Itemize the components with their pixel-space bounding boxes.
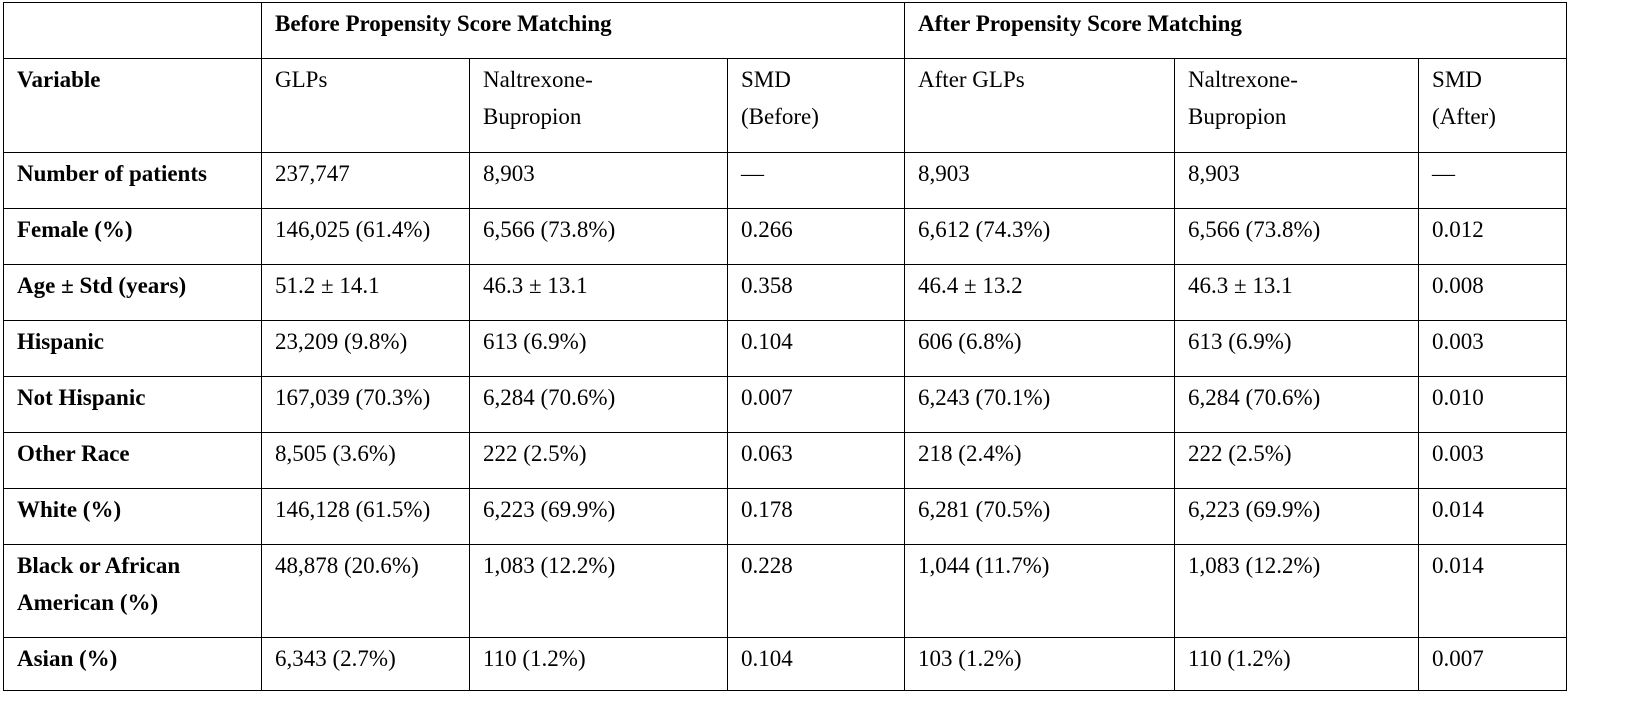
empty-corner-cell (3, 2, 262, 59)
cell-smd-before: 0.063 (726, 432, 906, 489)
cell-smd-before: 0.228 (726, 544, 906, 638)
cell-naltrexone-bupropion-before: 6,566 (73.8%) (469, 208, 728, 265)
table-row: Other Race 8,505 (3.6%) 222 (2.5%) 0.063 218… (3, 432, 1568, 489)
cell-after-glps: 46.4 ± 13.2 (904, 264, 1176, 321)
header-smd-after: SMD (After) (1418, 58, 1568, 153)
column-header-row: Variable GLPs Naltrexone- Bupropion SMD … (3, 58, 1568, 153)
cell-variable: Age ± Std (years) (3, 264, 262, 321)
cell-glps: 48,878 (20.6%) (261, 544, 470, 638)
cell-naltrexone-bupropion-before: 110 (1.2%) (469, 637, 728, 691)
cell-naltrexone-bupropion-after: 46.3 ± 13.1 (1174, 264, 1420, 321)
cell-smd-after: 0.007 (1418, 637, 1568, 691)
cell-naltrexone-bupropion-before: 46.3 ± 13.1 (469, 264, 728, 321)
cell-glps: 237,747 (261, 152, 470, 209)
cell-naltrexone-bupropion-before: 8,903 (469, 152, 728, 209)
cell-smd-before: 0.007 (726, 376, 906, 433)
group-header-row: Before Propensity Score Matching After P… (3, 2, 1568, 59)
cell-smd-after: 0.010 (1418, 376, 1568, 433)
cell-variable: Asian (%) (3, 637, 262, 691)
cell-naltrexone-bupropion-after: 1,083 (12.2%) (1174, 544, 1420, 638)
cell-after-glps: 6,281 (70.5%) (904, 488, 1176, 545)
cell-after-glps: 1,044 (11.7%) (904, 544, 1176, 638)
table-row: Hispanic 23,209 (9.8%) 613 (6.9%) 0.104 606 … (3, 320, 1568, 377)
cell-smd-before: — (726, 152, 906, 209)
cell-variable: Number of patients (3, 152, 262, 209)
cell-after-glps: 606 (6.8%) (904, 320, 1176, 377)
table-row: Asian (%) 6,343 (2.7%) 110 (1.2%) 0.104 103 … (3, 637, 1568, 691)
cell-after-glps: 6,612 (74.3%) (904, 208, 1176, 265)
cell-glps: 146,025 (61.4%) (261, 208, 470, 265)
table-row: Number of patients 237,747 8,903—8,903 8,90… (3, 152, 1568, 209)
cell-naltrexone-bupropion-after: 110 (1.2%) (1174, 637, 1420, 691)
header-glps: GLPs (261, 58, 470, 153)
baseline-characteristics-table: Before Propensity Score Matching After P… (3, 2, 1568, 691)
header-smd-before: SMD (Before) (726, 58, 906, 153)
cell-after-glps: 218 (2.4%) (904, 432, 1176, 489)
cell-naltrexone-bupropion-before: 1,083 (12.2%) (469, 544, 728, 638)
cell-after-glps: 103 (1.2%) (904, 637, 1176, 691)
cell-smd-after: 0.008 (1418, 264, 1568, 321)
table-row: Black or African American (%) 48,878 (20.… (3, 544, 1568, 638)
table-row: Female (%) 146,025 (61.4%) 6,566 (73.8%) 0.… (3, 208, 1568, 265)
cell-smd-after: — (1418, 152, 1568, 209)
cell-smd-before: 0.178 (726, 488, 906, 545)
after-matching-group-header: After Propensity Score Matching (904, 2, 1568, 59)
cell-glps: 167,039 (70.3%) (261, 376, 470, 433)
cell-smd-after: 0.014 (1418, 488, 1568, 545)
cell-smd-before: 0.358 (726, 264, 906, 321)
cell-naltrexone-bupropion-after: 6,223 (69.9%) (1174, 488, 1420, 545)
table-row: Age ± Std (years) 51.2 ± 14.1 46.3 ± 13.1 0… (3, 264, 1568, 321)
cell-naltrexone-bupropion-before: 222 (2.5%) (469, 432, 728, 489)
header-naltrexone-bupropion-after: Naltrexone- Bupropion (1174, 58, 1420, 153)
table-row: Not Hispanic 167,039 (70.3%) 6,284 (70.6%)… (3, 376, 1568, 433)
cell-smd-after: 0.012 (1418, 208, 1568, 265)
cell-smd-after: 0.003 (1418, 432, 1568, 489)
cell-variable: Female (%) (3, 208, 262, 265)
header-after-glps: After GLPs (904, 58, 1176, 153)
cell-variable: Hispanic (3, 320, 262, 377)
cell-naltrexone-bupropion-before: 6,284 (70.6%) (469, 376, 728, 433)
cell-naltrexone-bupropion-after: 6,284 (70.6%) (1174, 376, 1420, 433)
cell-naltrexone-bupropion-before: 6,223 (69.9%) (469, 488, 728, 545)
cell-after-glps: 8,903 (904, 152, 1176, 209)
header-variable: Variable (3, 58, 262, 153)
cell-variable: Not Hispanic (3, 376, 262, 433)
table-row: White (%) 146,128 (61.5%) 6,223 (69.9%) 0.1… (3, 488, 1568, 545)
before-matching-group-header: Before Propensity Score Matching (260, 2, 906, 59)
cell-variable: White (%) (3, 488, 262, 545)
cell-glps: 146,128 (61.5%) (261, 488, 470, 545)
cell-glps: 51.2 ± 14.1 (261, 264, 470, 321)
cell-smd-before: 0.266 (726, 208, 906, 265)
cell-glps: 23,209 (9.8%) (261, 320, 470, 377)
cell-smd-before: 0.104 (726, 637, 906, 691)
cell-glps: 8,505 (3.6%) (261, 432, 470, 489)
cell-naltrexone-bupropion-before: 613 (6.9%) (469, 320, 728, 377)
cell-naltrexone-bupropion-after: 8,903 (1174, 152, 1420, 209)
header-naltrexone-bupropion-before: Naltrexone- Bupropion (469, 58, 728, 153)
cell-naltrexone-bupropion-after: 222 (2.5%) (1174, 432, 1420, 489)
cell-smd-after: 0.014 (1418, 544, 1568, 638)
cell-glps: 6,343 (2.7%) (261, 637, 470, 691)
cell-after-glps: 6,243 (70.1%) (904, 376, 1176, 433)
cell-variable: Black or African American (%) (3, 544, 262, 638)
cell-variable: Other Race (3, 432, 262, 489)
cell-smd-after: 0.003 (1418, 320, 1568, 377)
cell-naltrexone-bupropion-after: 6,566 (73.8%) (1174, 208, 1420, 265)
table-body: Before Propensity Score Matching After P… (3, 2, 1568, 691)
cell-naltrexone-bupropion-after: 613 (6.9%) (1174, 320, 1420, 377)
cell-smd-before: 0.104 (726, 320, 906, 377)
